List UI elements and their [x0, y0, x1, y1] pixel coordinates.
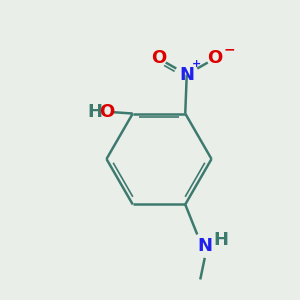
- Text: H: H: [88, 103, 103, 121]
- Text: H: H: [214, 232, 229, 250]
- Text: N: N: [179, 65, 194, 83]
- Text: O: O: [208, 49, 223, 67]
- Text: −: −: [224, 42, 236, 56]
- Text: O: O: [151, 49, 166, 67]
- Text: +: +: [192, 59, 201, 69]
- Text: O: O: [99, 103, 114, 121]
- Text: N: N: [197, 238, 212, 256]
